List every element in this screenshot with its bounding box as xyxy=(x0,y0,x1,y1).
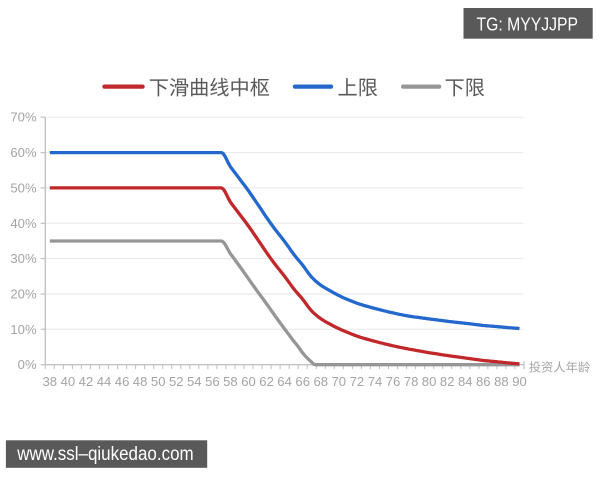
svg-text:20%: 20% xyxy=(10,287,37,302)
svg-text:42: 42 xyxy=(79,374,94,389)
svg-text:64: 64 xyxy=(277,374,292,389)
svg-text:56: 56 xyxy=(205,374,220,389)
svg-text:90: 90 xyxy=(512,374,527,389)
svg-text:40%: 40% xyxy=(10,216,37,231)
svg-text:84: 84 xyxy=(458,374,473,389)
svg-text:66: 66 xyxy=(295,374,310,389)
svg-text:72: 72 xyxy=(350,374,365,389)
svg-text:48: 48 xyxy=(133,374,148,389)
svg-text:70%: 70% xyxy=(10,110,37,125)
svg-text:10%: 10% xyxy=(10,322,37,337)
svg-text:30%: 30% xyxy=(10,251,37,266)
svg-text:74: 74 xyxy=(368,374,383,389)
svg-text:40: 40 xyxy=(61,374,76,389)
svg-text:78: 78 xyxy=(404,374,419,389)
svg-text:38: 38 xyxy=(43,374,58,389)
svg-text:70: 70 xyxy=(332,374,347,389)
svg-text:50%: 50% xyxy=(10,180,37,195)
svg-text:50: 50 xyxy=(151,374,166,389)
svg-text:60%: 60% xyxy=(10,145,37,160)
svg-text:82: 82 xyxy=(440,374,455,389)
svg-text:76: 76 xyxy=(386,374,401,389)
svg-text:52: 52 xyxy=(169,374,184,389)
svg-text:62: 62 xyxy=(259,374,274,389)
svg-text:44: 44 xyxy=(97,374,112,389)
svg-text:80: 80 xyxy=(422,374,437,389)
svg-text:88: 88 xyxy=(494,374,509,389)
svg-text:TG: MYYJJPP: TG: MYYJJPP xyxy=(477,14,579,34)
svg-text:68: 68 xyxy=(314,374,329,389)
svg-text:www.ssl–qiukedao.com: www.ssl–qiukedao.com xyxy=(16,443,193,465)
svg-text:60: 60 xyxy=(241,374,256,389)
svg-text:58: 58 xyxy=(223,374,238,389)
svg-text:54: 54 xyxy=(187,374,202,389)
svg-text:86: 86 xyxy=(476,374,491,389)
svg-text:0%: 0% xyxy=(18,357,37,372)
svg-text:46: 46 xyxy=(115,374,130,389)
